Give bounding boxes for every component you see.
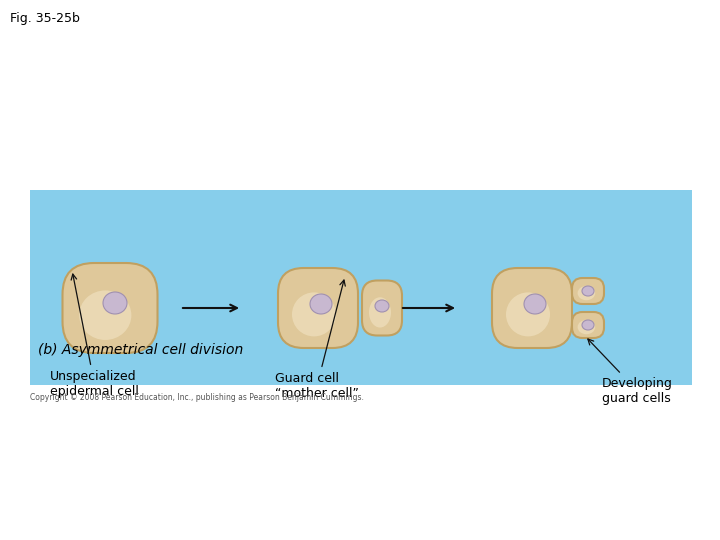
FancyBboxPatch shape	[492, 268, 572, 348]
Ellipse shape	[577, 286, 595, 300]
Ellipse shape	[369, 298, 391, 328]
Ellipse shape	[577, 320, 595, 334]
Ellipse shape	[292, 292, 336, 336]
Ellipse shape	[310, 294, 332, 314]
Bar	[30, 190, 692, 385]
Text: (b) Asymmetrical cell division: (b) Asymmetrical cell division	[38, 343, 243, 357]
Ellipse shape	[375, 300, 389, 312]
Text: Developing
guard cells: Developing guard cells	[588, 339, 673, 405]
Ellipse shape	[103, 292, 127, 314]
Ellipse shape	[582, 286, 594, 296]
Text: Unspecialized
epidermal cell: Unspecialized epidermal cell	[50, 274, 139, 398]
Ellipse shape	[79, 291, 131, 340]
FancyBboxPatch shape	[572, 312, 604, 338]
Text: Copyright © 2008 Pearson Education, Inc., publishing as Pearson Benjamin Cumming: Copyright © 2008 Pearson Education, Inc.…	[30, 393, 364, 402]
Ellipse shape	[506, 292, 550, 336]
FancyBboxPatch shape	[63, 263, 158, 353]
Text: Fig. 35-25b: Fig. 35-25b	[10, 12, 80, 25]
FancyBboxPatch shape	[278, 268, 358, 348]
FancyBboxPatch shape	[362, 280, 402, 335]
Ellipse shape	[524, 294, 546, 314]
FancyBboxPatch shape	[572, 278, 604, 304]
Text: Guard cell
“mother cell”: Guard cell “mother cell”	[275, 280, 359, 400]
Ellipse shape	[582, 320, 594, 330]
